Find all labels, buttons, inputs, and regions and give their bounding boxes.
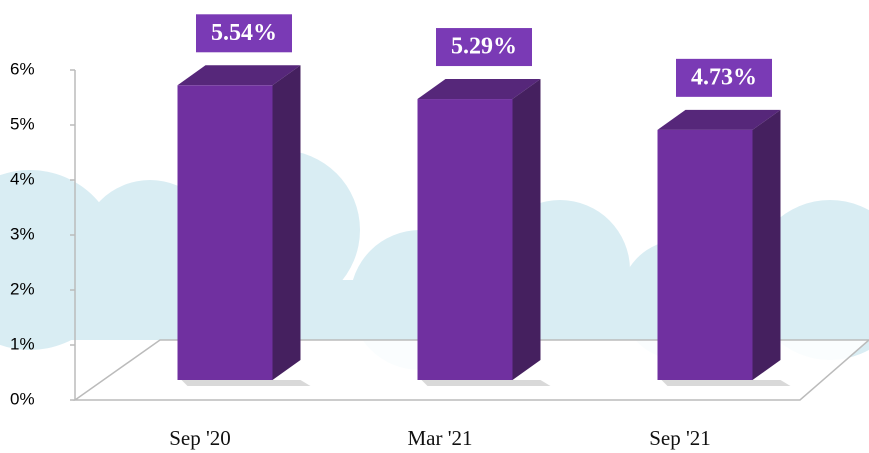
y-tick-label: 0% — [10, 389, 35, 408]
bar-top — [417, 79, 541, 100]
bar-shadow — [661, 380, 791, 386]
bar-top — [177, 65, 301, 86]
y-tick-label: 1% — [10, 334, 35, 353]
bar-front — [417, 99, 513, 381]
bar-side — [272, 65, 301, 381]
x-tick-label: Mar '21 — [407, 426, 472, 450]
value-label: 4.73% — [691, 64, 757, 90]
y-tick-label: 2% — [10, 279, 35, 298]
bar — [657, 56, 791, 386]
y-tick-label: 4% — [10, 169, 35, 188]
y-tick-label: 3% — [10, 224, 35, 243]
bar-side — [512, 79, 541, 381]
value-label-box — [434, 26, 534, 69]
y-tick-label: 6% — [10, 59, 35, 78]
value-label-box — [194, 12, 294, 55]
x-tick-label: Sep '21 — [649, 426, 711, 450]
bar-shadow — [181, 380, 311, 386]
bar-front — [177, 85, 273, 381]
bar-top — [657, 109, 781, 130]
value-label-box — [674, 56, 774, 99]
x-tick-label: Sep '20 — [169, 426, 231, 450]
bar-side — [752, 109, 781, 380]
value-label: 5.54% — [211, 20, 277, 46]
bar-front — [657, 129, 753, 380]
bar — [177, 12, 311, 386]
value-label: 5.29% — [451, 34, 517, 60]
bar — [417, 26, 551, 386]
y-tick-label: 5% — [10, 114, 35, 133]
bar-shadow — [421, 380, 551, 386]
